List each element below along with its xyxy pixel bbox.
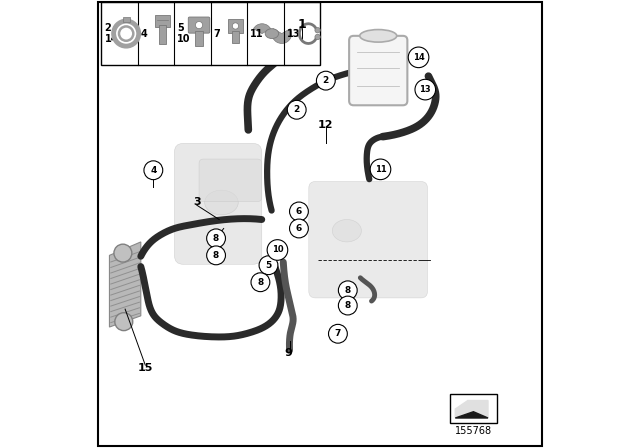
FancyBboxPatch shape: [188, 17, 210, 33]
Circle shape: [316, 71, 335, 90]
Ellipse shape: [265, 29, 278, 39]
Text: 1: 1: [298, 18, 307, 31]
Polygon shape: [455, 401, 488, 418]
FancyBboxPatch shape: [228, 19, 243, 33]
Text: 7: 7: [335, 329, 341, 338]
Polygon shape: [109, 242, 141, 327]
Text: 9: 9: [285, 348, 292, 358]
Text: 8: 8: [213, 234, 219, 243]
Text: 11: 11: [250, 29, 264, 39]
Bar: [101, 2, 320, 65]
Bar: [232, 31, 239, 43]
Circle shape: [315, 27, 320, 33]
Text: 13: 13: [287, 29, 300, 39]
Text: 2
14: 2 14: [104, 23, 118, 44]
Bar: [123, 17, 130, 22]
Circle shape: [339, 281, 357, 300]
Text: 15: 15: [138, 363, 153, 373]
FancyBboxPatch shape: [175, 143, 262, 264]
Text: 7: 7: [214, 29, 221, 39]
Text: 5
10: 5 10: [177, 23, 191, 44]
Text: 8: 8: [213, 251, 219, 260]
Circle shape: [339, 296, 357, 315]
FancyBboxPatch shape: [156, 15, 170, 27]
Text: 3: 3: [193, 198, 200, 207]
Polygon shape: [455, 412, 488, 418]
Text: 6: 6: [296, 207, 302, 216]
Text: 2: 2: [294, 105, 300, 114]
Bar: [450, 394, 497, 423]
Circle shape: [289, 202, 308, 221]
FancyBboxPatch shape: [159, 25, 166, 44]
Text: 4: 4: [150, 166, 157, 175]
FancyBboxPatch shape: [199, 159, 262, 202]
Text: 10: 10: [271, 246, 284, 254]
Text: 5: 5: [266, 261, 271, 270]
Circle shape: [315, 34, 320, 40]
Circle shape: [114, 244, 132, 262]
FancyBboxPatch shape: [309, 181, 428, 298]
Wedge shape: [253, 24, 271, 34]
Circle shape: [287, 100, 306, 119]
Text: 14: 14: [413, 53, 424, 62]
Circle shape: [207, 229, 225, 248]
Circle shape: [207, 246, 225, 265]
Circle shape: [195, 22, 203, 29]
FancyBboxPatch shape: [349, 36, 407, 105]
Circle shape: [267, 240, 288, 260]
Text: 8: 8: [257, 278, 264, 287]
Text: 13: 13: [419, 85, 431, 94]
Text: 4: 4: [141, 29, 148, 39]
Ellipse shape: [360, 30, 397, 42]
Bar: [195, 31, 203, 46]
Text: 155768: 155768: [455, 426, 492, 436]
Text: 11: 11: [374, 165, 387, 174]
Text: 12: 12: [318, 121, 333, 130]
Circle shape: [328, 324, 348, 343]
Circle shape: [370, 159, 391, 180]
Circle shape: [415, 79, 436, 100]
Circle shape: [408, 47, 429, 68]
Wedge shape: [272, 29, 292, 43]
Circle shape: [289, 219, 308, 238]
Circle shape: [251, 273, 270, 292]
Text: 8: 8: [345, 301, 351, 310]
Text: 2: 2: [323, 76, 329, 85]
Circle shape: [259, 256, 278, 275]
Text: 6: 6: [296, 224, 302, 233]
Text: 8: 8: [345, 286, 351, 295]
Ellipse shape: [332, 220, 362, 242]
Circle shape: [115, 313, 132, 331]
Ellipse shape: [205, 190, 238, 215]
Circle shape: [144, 161, 163, 180]
Circle shape: [232, 23, 239, 29]
